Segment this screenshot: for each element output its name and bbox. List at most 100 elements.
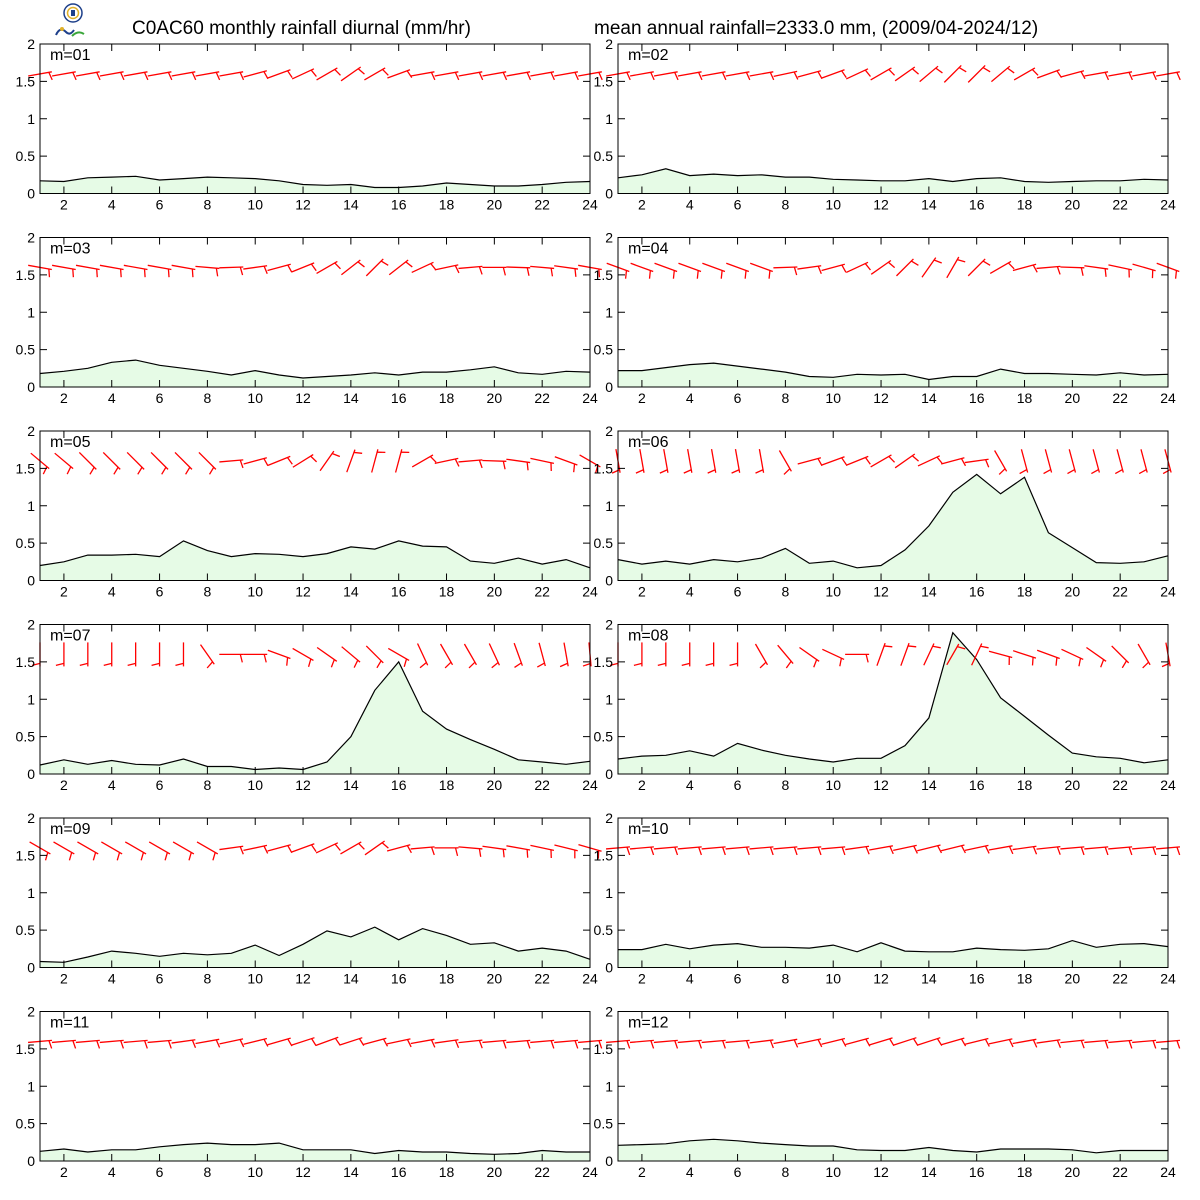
y-tick-label: 2 xyxy=(605,1004,613,1020)
wind-barb xyxy=(1138,449,1148,475)
wind-barb xyxy=(506,845,531,858)
x-tick-label: 8 xyxy=(781,584,789,600)
wind-barb xyxy=(346,449,363,473)
wind-barb xyxy=(964,844,990,854)
wind-barb xyxy=(434,847,459,857)
wind-barb xyxy=(1012,845,1038,855)
x-tick-label: 24 xyxy=(1160,197,1176,213)
x-tick-label: 24 xyxy=(582,584,598,600)
wind-barb xyxy=(387,69,413,79)
wind-barb xyxy=(506,1039,531,1049)
wind-barb xyxy=(482,459,507,470)
wind-barb xyxy=(75,264,100,278)
x-tick-label: 20 xyxy=(1065,197,1081,213)
wind-barb xyxy=(219,71,245,81)
wind-barb xyxy=(964,1037,990,1047)
x-tick-label: 6 xyxy=(156,197,164,213)
rainfall-line xyxy=(618,362,1169,381)
wind-barb xyxy=(291,68,317,80)
y-tick-label: 1 xyxy=(605,885,613,901)
panel-m04: 00.511.522 4 6 8 10 12 14 16 18 20 22 24m=04 xyxy=(594,230,1180,406)
wind-barb xyxy=(845,455,871,466)
wind-barb xyxy=(731,448,741,474)
wind-barb xyxy=(291,1037,317,1046)
wind-barb xyxy=(267,263,293,273)
y-tick-label: 1 xyxy=(605,1078,613,1094)
wind-barb xyxy=(171,71,197,81)
wind-barb xyxy=(530,457,555,472)
x-tick-label: 24 xyxy=(1160,390,1176,406)
wind-barb xyxy=(51,71,77,81)
wind-barb xyxy=(822,648,845,667)
y-tick-label: 1.5 xyxy=(594,267,614,283)
x-tick-label: 6 xyxy=(734,584,742,600)
month-label: m=02 xyxy=(628,47,669,64)
x-tick-label: 18 xyxy=(439,777,455,793)
wind-barb xyxy=(611,448,621,474)
wind-barb xyxy=(267,649,291,666)
x-tick-label: 18 xyxy=(1017,777,1033,793)
wind-barb xyxy=(777,644,794,669)
wind-barb xyxy=(243,70,269,80)
wind-barb xyxy=(506,266,531,276)
y-tick-label: 0.5 xyxy=(16,729,36,745)
chart-title: C0AC60 monthly rainfall diurnal (mm/hr) xyxy=(132,18,471,39)
x-tick-label: 6 xyxy=(734,197,742,213)
x-tick-label: 22 xyxy=(534,1164,550,1180)
y-tick-label: 0.5 xyxy=(594,1116,614,1132)
wind-barb xyxy=(729,642,739,667)
wind-barb xyxy=(893,1037,919,1046)
wind-barb xyxy=(1036,649,1060,666)
wind-barb xyxy=(1084,846,1109,856)
wind-barb xyxy=(458,846,483,857)
x-tick-label: 6 xyxy=(734,777,742,793)
panel-m01: 00.511.522 4 6 8 10 12 14 16 18 20 22 24m=01 xyxy=(16,36,603,213)
wind-barb xyxy=(754,643,769,669)
wind-barb xyxy=(1036,845,1061,855)
x-tick-label: 24 xyxy=(582,390,598,406)
wind-barb xyxy=(1036,1039,1062,1049)
y-tick-label: 2 xyxy=(27,810,35,826)
panel-m08: 00.511.522 4 6 8 10 12 14 16 18 20 22 24m=08 xyxy=(594,617,1176,794)
y-tick-label: 2 xyxy=(27,230,35,246)
wind-barb xyxy=(845,845,870,855)
wind-barb xyxy=(1036,265,1061,275)
wind-barb xyxy=(896,258,919,277)
wind-barb xyxy=(941,1037,967,1047)
wind-barb xyxy=(1162,449,1172,475)
wind-barb xyxy=(894,66,919,82)
wind-barb xyxy=(175,642,185,667)
wind-barb xyxy=(554,456,578,473)
x-tick-label: 16 xyxy=(969,584,985,600)
x-tick-label: 20 xyxy=(487,1164,503,1180)
wind-barb xyxy=(797,1038,823,1048)
wind-barb xyxy=(364,840,389,856)
x-tick-label: 16 xyxy=(969,390,985,406)
x-tick-label: 24 xyxy=(582,971,598,987)
wind-barb xyxy=(1060,266,1085,276)
rainfall-area xyxy=(40,927,590,968)
y-tick-label: 0 xyxy=(605,573,613,589)
wind-barb xyxy=(797,457,823,467)
month-label: m=04 xyxy=(628,241,669,258)
wind-barb xyxy=(893,844,918,854)
x-tick-label: 6 xyxy=(156,777,164,793)
x-tick-label: 4 xyxy=(686,390,694,406)
rainfall-line xyxy=(617,168,1169,183)
wind-barb xyxy=(101,841,123,861)
wind-barb xyxy=(199,644,215,669)
wind-barb xyxy=(123,71,149,81)
wind-barb xyxy=(921,257,942,278)
x-tick-label: 4 xyxy=(108,584,116,600)
wind-barb xyxy=(1084,71,1110,81)
rainfall-area xyxy=(40,360,590,387)
rainfall-line xyxy=(617,631,1169,764)
wind-barb xyxy=(633,642,643,667)
wind-barb xyxy=(635,448,645,474)
plot-frame xyxy=(39,624,591,775)
wind-barb xyxy=(458,265,483,275)
wind-barb xyxy=(657,642,667,667)
wind-barb xyxy=(388,259,413,276)
x-tick-label: 22 xyxy=(1112,197,1128,213)
wind-barb xyxy=(705,642,715,667)
